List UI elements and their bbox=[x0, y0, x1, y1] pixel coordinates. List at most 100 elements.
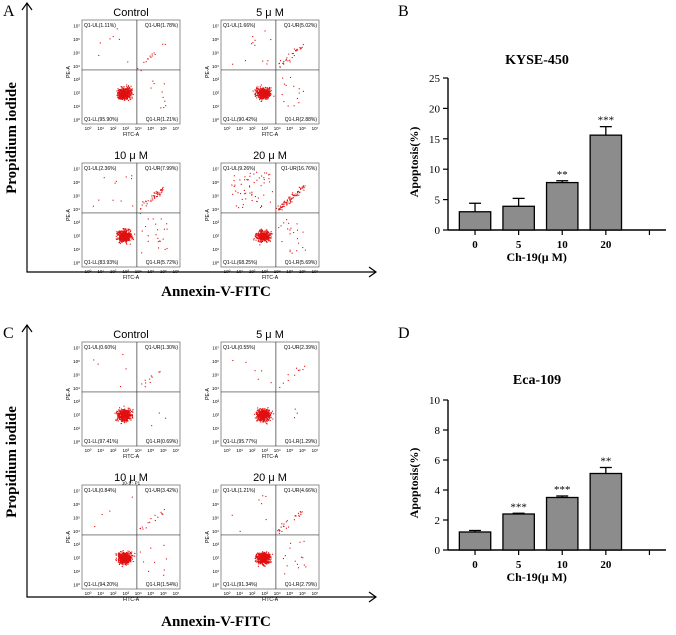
flow-dot bbox=[159, 240, 161, 242]
flow-dot bbox=[128, 554, 130, 556]
flow-dot bbox=[281, 209, 283, 211]
flow-dot bbox=[120, 95, 122, 97]
flow-dot bbox=[282, 77, 284, 79]
flow-dot bbox=[119, 93, 121, 95]
flow-dot bbox=[126, 240, 128, 242]
flow-y-tick: 10³ bbox=[73, 77, 80, 82]
flow-dot bbox=[121, 97, 123, 99]
flow-dot bbox=[124, 558, 126, 560]
flow-dot bbox=[125, 415, 127, 417]
flow-dot bbox=[157, 237, 159, 239]
flow-dot bbox=[257, 558, 259, 560]
flow-dot bbox=[264, 561, 266, 563]
flow-dot bbox=[157, 241, 159, 243]
flow-dot bbox=[123, 559, 125, 561]
flow-dot bbox=[131, 175, 133, 177]
flow-dot bbox=[289, 199, 291, 201]
flow-dot bbox=[263, 96, 265, 98]
flow-dot bbox=[261, 560, 263, 562]
flow-x-tick: 10⁵ bbox=[147, 269, 154, 274]
flow-dot bbox=[302, 369, 304, 371]
flow-dot bbox=[261, 556, 263, 558]
flow-dot bbox=[123, 240, 125, 242]
flow-dot bbox=[257, 555, 259, 557]
flow-dot bbox=[258, 235, 260, 237]
flow-dot bbox=[125, 416, 127, 418]
flow-dot bbox=[149, 378, 151, 380]
flow-dot bbox=[264, 94, 266, 96]
flow-dot bbox=[278, 227, 280, 229]
flow-dot bbox=[255, 235, 257, 237]
flow-plot-frame bbox=[81, 341, 181, 447]
flow-x-axis-name: FITC-A bbox=[262, 597, 279, 603]
flow-dot bbox=[237, 192, 239, 194]
flow-y-tick: 10³ bbox=[212, 542, 219, 547]
flow-dot bbox=[122, 420, 124, 422]
flow-dot bbox=[256, 171, 258, 173]
flow-dot bbox=[261, 95, 263, 97]
flow-y-tick: 10⁴ bbox=[212, 207, 219, 212]
flow-dot bbox=[260, 88, 262, 90]
flow-dot bbox=[258, 414, 260, 416]
flow-dot bbox=[126, 419, 128, 421]
flow-dot bbox=[130, 233, 132, 235]
flow-dot bbox=[270, 413, 272, 415]
flow-dot bbox=[265, 560, 267, 562]
flow-dot bbox=[285, 201, 287, 203]
flow-dot bbox=[124, 560, 126, 562]
flow-dot bbox=[264, 556, 266, 558]
flow-dot bbox=[119, 558, 121, 560]
flow-dot bbox=[158, 371, 160, 373]
flow-dot bbox=[117, 420, 119, 422]
flow-dot bbox=[278, 209, 280, 211]
bar-significance: ** bbox=[557, 169, 568, 181]
flow-dot bbox=[262, 556, 264, 558]
flow-y-tick: 10³ bbox=[212, 77, 219, 82]
flow-dot bbox=[298, 92, 300, 94]
flow-dot bbox=[153, 192, 155, 194]
flow-dot bbox=[257, 233, 259, 235]
flow-dot bbox=[120, 559, 122, 561]
flow-dot bbox=[289, 547, 291, 549]
flow-dot bbox=[119, 562, 121, 564]
flow-dot bbox=[256, 234, 258, 236]
flow-dot bbox=[256, 93, 258, 95]
flow-dot bbox=[267, 96, 269, 98]
flow-dot bbox=[131, 235, 133, 237]
bar-y-tick-label: 0 bbox=[435, 225, 441, 237]
flow-dot bbox=[117, 96, 119, 98]
flow-dot bbox=[302, 186, 304, 188]
flow-dot bbox=[263, 88, 265, 90]
flow-dot bbox=[121, 561, 123, 563]
flow-dot bbox=[131, 88, 133, 90]
flow-dot bbox=[260, 234, 262, 236]
flow-plot-dots bbox=[231, 171, 306, 254]
flow-dot bbox=[257, 378, 259, 380]
flow-dot bbox=[268, 231, 270, 233]
flow-dot bbox=[255, 554, 257, 556]
flow-dot bbox=[294, 560, 296, 562]
flow-dot bbox=[125, 420, 127, 422]
flow-dot bbox=[262, 557, 264, 559]
flow-dot bbox=[129, 557, 131, 559]
flow-dot bbox=[297, 192, 299, 194]
flow-dot bbox=[162, 513, 164, 515]
flow-dot bbox=[260, 562, 262, 564]
flow-y-tick: 10⁷ bbox=[73, 24, 80, 29]
flow-dot bbox=[120, 90, 122, 92]
flow-dot bbox=[126, 561, 128, 563]
flow-dot bbox=[262, 92, 264, 94]
flow-dot bbox=[266, 557, 268, 559]
flow-dot bbox=[262, 238, 264, 240]
flow-dot bbox=[130, 238, 132, 240]
flow-dot bbox=[293, 105, 295, 107]
flow-quad-lr-label: Q1-LR(1.54%) bbox=[146, 582, 179, 588]
flow-dot bbox=[266, 556, 268, 558]
flow-dot bbox=[118, 230, 120, 232]
flow-dot bbox=[259, 552, 261, 554]
flow-dot bbox=[257, 415, 259, 417]
flow-dot bbox=[259, 420, 261, 422]
flow-dot bbox=[262, 554, 264, 556]
flow-dot bbox=[253, 239, 255, 241]
flow-dot bbox=[254, 560, 256, 562]
